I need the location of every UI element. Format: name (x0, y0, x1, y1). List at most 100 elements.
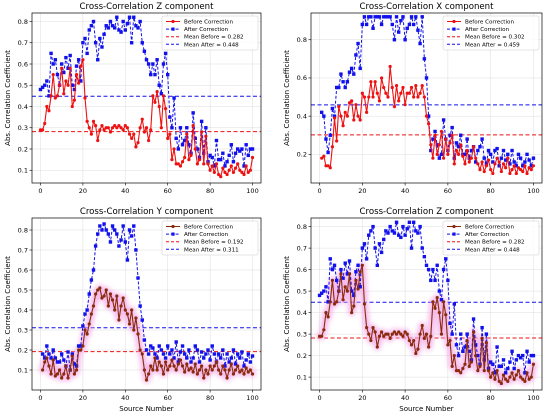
data-point (373, 15, 377, 19)
data-point (240, 170, 244, 174)
data-point (341, 298, 345, 302)
data-point (170, 158, 174, 162)
data-point (140, 41, 144, 45)
data-point (377, 334, 382, 338)
data-point (409, 246, 414, 250)
data-point (527, 166, 531, 170)
data-point (195, 162, 199, 166)
y-tick-label: 0.5 (18, 286, 28, 294)
data-point (66, 350, 70, 354)
data-point (125, 126, 130, 130)
data-point (210, 164, 214, 168)
data-point (170, 358, 174, 362)
data-point (49, 356, 53, 360)
data-point (70, 352, 74, 356)
data-point (450, 133, 454, 137)
data-point (100, 228, 104, 232)
x-tick-label: 80 (206, 394, 214, 402)
data-point (68, 66, 72, 70)
y-tick-label: 0.1 (297, 373, 307, 381)
y-tick-label: 0.5 (18, 82, 28, 90)
legend-label: Before Correction (465, 20, 514, 26)
data-point (115, 232, 119, 236)
x-tick-label: 40 (401, 187, 409, 195)
legend-label: Mean Before = 0.282 (465, 240, 525, 246)
data-point (497, 164, 501, 168)
data-point (420, 323, 424, 328)
chart-panel-1: 0 20 40 60 80 100 0.1 0.2 0.3 0.4 0.5 0.6 0.7 0.8 Cros… (4, 2, 262, 195)
data-point (514, 358, 519, 362)
data-point (176, 362, 180, 366)
data-point (343, 110, 347, 114)
plot-frame (310, 217, 543, 391)
data-point (514, 373, 518, 377)
data-point (51, 62, 55, 66)
data-point (350, 311, 354, 315)
data-point (516, 166, 521, 170)
data-point (238, 149, 242, 153)
data-point (459, 143, 463, 147)
data-point (523, 160, 527, 164)
data-point (199, 350, 204, 354)
data-point (367, 233, 371, 237)
data-point (187, 348, 191, 352)
data-point (469, 156, 474, 160)
chart-title: Cross-Correlation Z component (79, 2, 214, 12)
data-point (138, 126, 142, 130)
data-point (322, 289, 326, 293)
data-point (212, 170, 216, 174)
data-point (72, 372, 77, 376)
data-point (121, 128, 125, 132)
legend-label: Mean Before = 0.282 (184, 35, 244, 41)
data-point (382, 85, 386, 90)
legend-marker (452, 232, 456, 236)
data-point (53, 374, 57, 378)
data-point (127, 15, 132, 19)
data-point (334, 278, 339, 283)
data-point (70, 104, 74, 109)
data-point (369, 338, 373, 343)
data-point (362, 242, 367, 246)
data-point (89, 24, 94, 28)
data-point (157, 83, 161, 87)
data-point (85, 332, 89, 336)
data-point (250, 147, 255, 151)
data-point (529, 353, 534, 358)
y-tick-label: 0.5 (297, 287, 307, 295)
data-point (356, 263, 360, 267)
data-point (157, 344, 161, 348)
data-point (180, 160, 185, 164)
data-point (508, 162, 512, 166)
data-point (227, 168, 231, 172)
data-point (83, 96, 87, 100)
data-point (439, 298, 444, 302)
y-tick-label: 0.7 (18, 246, 28, 254)
data-point (81, 324, 85, 328)
data-point (450, 125, 454, 130)
data-point (159, 348, 164, 352)
series-before-correction (320, 64, 536, 176)
data-point (231, 348, 236, 352)
data-point (236, 162, 240, 166)
data-point (416, 28, 420, 32)
data-point (96, 138, 100, 143)
data-point (337, 85, 341, 90)
data-point (480, 336, 484, 340)
data-point (350, 99, 354, 103)
data-point (499, 381, 503, 386)
data-point (119, 126, 123, 130)
data-point (142, 130, 146, 134)
data-point (324, 285, 328, 289)
data-point (439, 332, 444, 336)
data-point (439, 152, 444, 157)
data-point (219, 157, 223, 162)
data-point (136, 141, 140, 145)
data-point (202, 356, 206, 360)
data-point (459, 371, 463, 375)
data-point (427, 122, 431, 126)
data-point (242, 172, 246, 177)
data-point (418, 41, 422, 46)
data-point (371, 26, 375, 30)
data-point (96, 288, 100, 292)
data-point (66, 376, 70, 380)
